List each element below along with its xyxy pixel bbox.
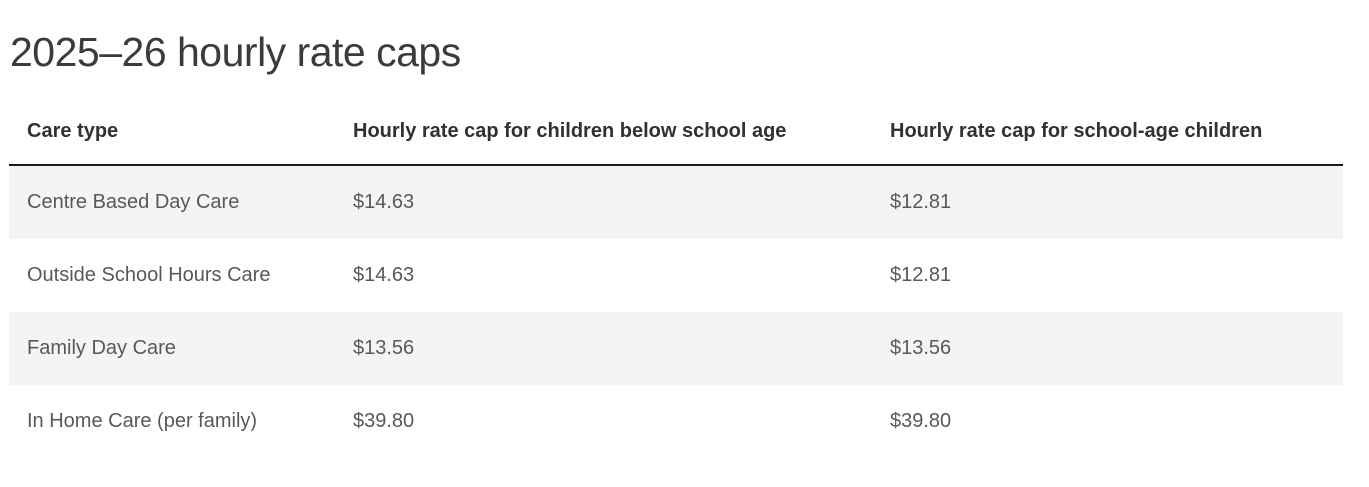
column-header-school-age: Hourly rate cap for school-age children — [872, 110, 1343, 167]
column-header-below-school-age: Hourly rate cap for children below schoo… — [335, 110, 872, 167]
cell-care-type: Family Day Care — [27, 337, 176, 360]
cell-below-school-age-rate: $39.80 — [353, 410, 415, 433]
cell-school-age-rate: $39.80 — [890, 410, 952, 433]
cell-care-type: In Home Care (per family) — [27, 410, 258, 433]
cell-care-type: Outside School Hours Care — [27, 264, 271, 287]
page-title: 2025–26 hourly rate caps — [10, 29, 461, 75]
column-header-care-type: Care type — [9, 110, 335, 167]
table-body: Centre Based Day Care $14.63 $12.81 Outs… — [9, 165, 1343, 459]
table-row: Outside School Hours Care $14.63 $12.81 — [9, 239, 1343, 313]
hourly-rate-caps-table: Care type Hourly rate cap for children b… — [9, 110, 1343, 459]
cell-care-type: Centre Based Day Care — [27, 191, 240, 214]
cell-below-school-age-rate: $14.63 — [353, 191, 415, 214]
cell-school-age-rate: $12.81 — [890, 191, 952, 214]
cell-below-school-age-rate: $13.56 — [353, 337, 415, 360]
table-row: Family Day Care $13.56 $13.56 — [9, 312, 1343, 386]
table-header: Care type Hourly rate cap for children b… — [9, 110, 1343, 167]
header-row: Care type Hourly rate cap for children b… — [9, 110, 1343, 167]
table-row: Centre Based Day Care $14.63 $12.81 — [9, 165, 1343, 240]
table-row: In Home Care (per family) $39.80 $39.80 — [9, 385, 1343, 459]
cell-school-age-rate: $13.56 — [890, 337, 952, 360]
cell-below-school-age-rate: $14.63 — [353, 264, 415, 287]
cell-school-age-rate: $12.81 — [890, 264, 952, 287]
